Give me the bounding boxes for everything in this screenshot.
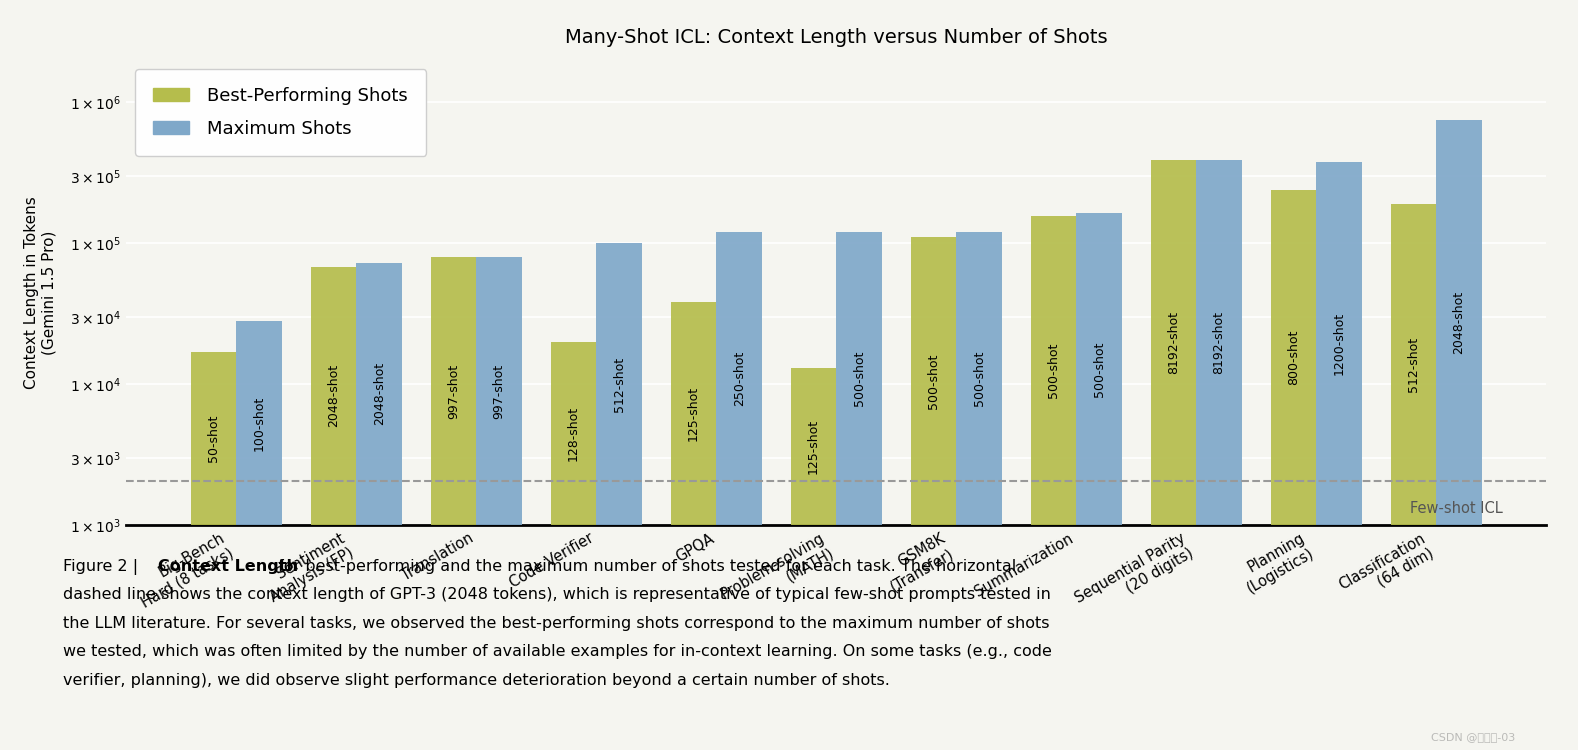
Text: 50-shot: 50-shot [207,415,219,462]
Text: verifier, planning), we did observe slight performance deterioration beyond a ce: verifier, planning), we did observe slig… [63,673,890,688]
Text: Few-shot ICL: Few-shot ICL [1409,501,1502,516]
Text: 997-shot: 997-shot [447,364,461,419]
Text: dashed line shows the context length of GPT-3 (2048 tokens), which is representa: dashed line shows the context length of … [63,587,1051,602]
Text: 512-shot: 512-shot [1408,337,1420,392]
Bar [1436,120,1482,750]
Text: for best-performing and the maximum number of shots tested for each task. The ho: for best-performing and the maximum numb… [273,559,1016,574]
Bar [1150,160,1196,750]
Bar [191,352,237,750]
Text: 8192-shot: 8192-shot [1168,311,1180,374]
Bar [237,321,282,750]
Title: Many-Shot ICL: Context Length versus Number of Shots: Many-Shot ICL: Context Length versus Num… [565,28,1108,47]
Text: Context Length: Context Length [158,559,298,574]
Bar [1270,190,1316,750]
Bar [1316,161,1362,750]
Bar [716,232,762,750]
Text: 2048-shot: 2048-shot [327,364,341,428]
Legend: Best-Performing Shots, Maximum Shots: Best-Performing Shots, Maximum Shots [136,69,426,155]
Bar [956,232,1002,750]
Y-axis label: Context Length in Tokens
(Gemini 1.5 Pro): Context Length in Tokens (Gemini 1.5 Pro… [24,196,57,388]
Bar [596,243,642,750]
Bar [357,262,402,750]
Text: 128-shot: 128-shot [567,406,581,461]
Bar [671,302,716,750]
Text: 500-shot: 500-shot [1048,343,1060,398]
Text: 100-shot: 100-shot [252,395,265,451]
Bar [836,232,882,750]
Text: 500-shot: 500-shot [1092,341,1106,397]
Text: 125-shot: 125-shot [686,386,701,441]
Bar [477,257,522,750]
Text: 8192-shot: 8192-shot [1212,311,1226,374]
Text: Figure 2 |: Figure 2 | [63,559,144,574]
Bar [1076,213,1122,750]
Text: we tested, which was often limited by the number of available examples for in-co: we tested, which was often limited by th… [63,644,1053,659]
Text: 125-shot: 125-shot [806,419,821,474]
Bar [911,238,956,750]
Text: the LLM literature. For several tasks, we observed the best-performing shots cor: the LLM literature. For several tasks, w… [63,616,1049,631]
Text: 800-shot: 800-shot [1288,330,1300,385]
Bar [791,368,836,750]
Text: 2048-shot: 2048-shot [1453,291,1466,354]
Text: 997-shot: 997-shot [492,364,505,419]
Bar [311,267,357,750]
Text: 500-shot: 500-shot [852,351,866,406]
Bar [1030,217,1076,750]
Bar [551,342,596,750]
Text: 500-shot: 500-shot [926,353,940,409]
Text: 500-shot: 500-shot [972,351,986,406]
Text: 512-shot: 512-shot [612,356,625,412]
Text: 2048-shot: 2048-shot [372,362,385,425]
Bar [1196,160,1242,750]
Text: 250-shot: 250-shot [732,351,746,406]
Text: 1200-shot: 1200-shot [1332,312,1346,375]
Text: CSDN @林头头-03: CSDN @林头头-03 [1431,733,1515,742]
Bar [1390,204,1436,750]
Bar [431,257,477,750]
